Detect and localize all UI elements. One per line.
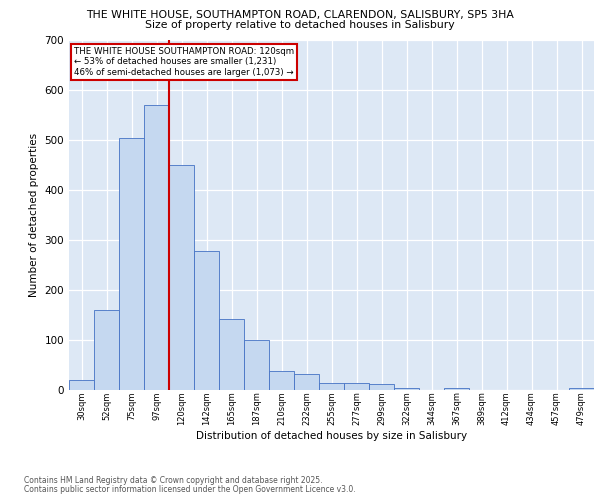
Text: Contains HM Land Registry data © Crown copyright and database right 2025.: Contains HM Land Registry data © Crown c… <box>24 476 323 485</box>
Bar <box>269 371 294 390</box>
Bar <box>444 388 469 390</box>
Bar <box>294 374 319 390</box>
Bar <box>144 105 169 390</box>
Bar <box>69 380 94 390</box>
Bar <box>394 388 419 390</box>
Bar <box>219 318 244 390</box>
Text: THE WHITE HOUSE, SOUTHAMPTON ROAD, CLARENDON, SALISBURY, SP5 3HA: THE WHITE HOUSE, SOUTHAMPTON ROAD, CLARE… <box>86 10 514 20</box>
Bar <box>194 251 219 390</box>
Text: THE WHITE HOUSE SOUTHAMPTON ROAD: 120sqm
← 53% of detached houses are smaller (1: THE WHITE HOUSE SOUTHAMPTON ROAD: 120sqm… <box>74 47 295 77</box>
Bar <box>244 340 269 390</box>
Y-axis label: Number of detached properties: Number of detached properties <box>29 133 39 297</box>
Bar <box>319 382 344 390</box>
Bar <box>344 382 369 390</box>
Text: Size of property relative to detached houses in Salisbury: Size of property relative to detached ho… <box>145 20 455 30</box>
Bar <box>369 384 394 390</box>
X-axis label: Distribution of detached houses by size in Salisbury: Distribution of detached houses by size … <box>196 431 467 441</box>
Text: Contains public sector information licensed under the Open Government Licence v3: Contains public sector information licen… <box>24 485 356 494</box>
Bar <box>569 388 594 390</box>
Bar <box>119 138 144 390</box>
Bar <box>169 165 194 390</box>
Bar <box>94 310 119 390</box>
